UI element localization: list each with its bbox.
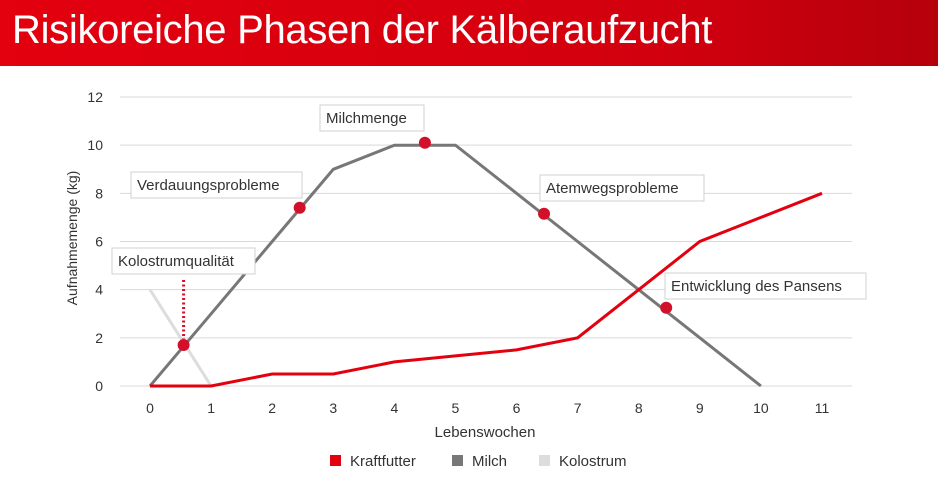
legend-swatch-milch [452, 455, 463, 466]
x-tick-label: 7 [574, 400, 582, 416]
annotation-marker [538, 207, 551, 220]
annotation-box [130, 171, 303, 199]
x-axis-label: Lebenswochen [435, 424, 536, 441]
legend: Kraftfutter Milch Kolostrum [330, 453, 627, 470]
annotation-marker [418, 136, 431, 149]
y-tick-label: 6 [95, 234, 103, 250]
grid-lines [120, 96, 852, 387]
x-tick-label: 9 [696, 400, 704, 416]
annotation-label: Milchmenge [326, 110, 407, 127]
series-line-kraftfutter [150, 191, 823, 388]
annotation-marker [177, 339, 190, 352]
annotation-label: Entwicklung des Pansens [671, 278, 842, 295]
legend-label: Kraftfutter [350, 453, 416, 470]
x-tick-label: 2 [268, 400, 276, 416]
x-tick-label: 11 [815, 400, 830, 416]
annotation-marker [293, 201, 306, 214]
annotation-box [319, 104, 425, 132]
y-tick-label: 8 [95, 185, 103, 201]
annotation-label: Verdauungsprobleme [137, 177, 280, 194]
x-tick-labels: 0 1 2 3 4 5 6 7 8 9 10 11 [146, 400, 829, 416]
y-axis-label: Aufnahmemenge (kg) [64, 171, 80, 306]
y-tick-label: 4 [95, 282, 103, 298]
x-tick-label: 10 [753, 400, 769, 416]
x-tick-label: 4 [390, 400, 398, 416]
y-tick-label: 2 [95, 330, 103, 346]
x-tick-label: 5 [452, 400, 460, 416]
annotation-label: Kolostrumqualität [118, 253, 235, 270]
y-tick-labels: 0 2 4 6 8 10 12 [87, 89, 103, 394]
legend-swatch-kraftfutter [330, 455, 341, 466]
annotation-marker [660, 301, 673, 314]
annotation-box [111, 247, 256, 275]
y-tick-label: 0 [95, 378, 103, 394]
x-tick-label: 6 [513, 400, 521, 416]
page-title: Risikoreiche Phasen der Kälberaufzucht [12, 8, 713, 52]
annotation-label: Atemwegsprobleme [546, 180, 679, 197]
annotation-box [664, 272, 867, 300]
series-line-kolostrum [148, 288, 213, 387]
x-tick-label: 1 [207, 400, 215, 416]
legend-label: Milch [472, 453, 507, 470]
y-tick-label: 12 [87, 89, 103, 105]
x-tick-label: 3 [329, 400, 337, 416]
legend-label: Kolostrum [559, 453, 627, 470]
header-banner: Risikoreiche Phasen der Kälberaufzucht [0, 0, 938, 66]
y-tick-label: 10 [87, 137, 103, 153]
x-tick-label: 8 [635, 400, 643, 416]
legend-swatch-kolostrum [539, 455, 550, 466]
x-tick-label: 0 [146, 400, 154, 416]
annotations: Kolostrumqualität Verdauungsprobleme Milch… [111, 104, 867, 352]
annotation-box [539, 174, 705, 202]
